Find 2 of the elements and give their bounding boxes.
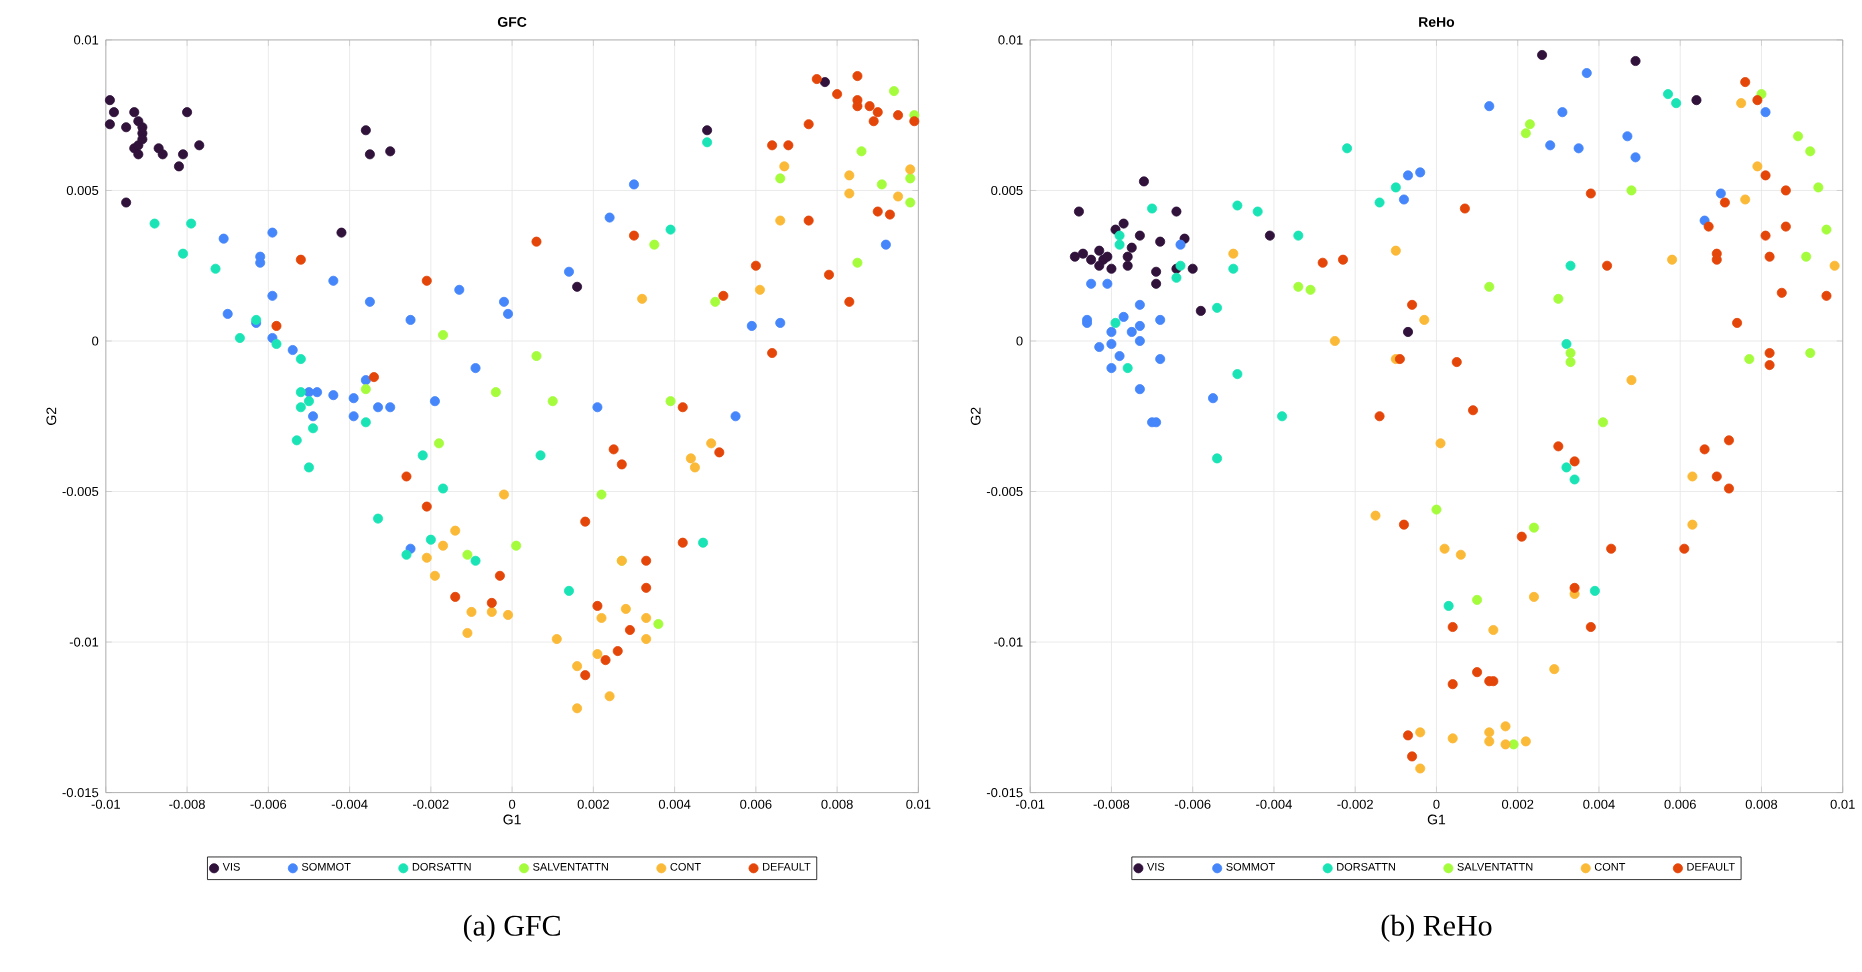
text: (b) ReHo: [1381, 914, 1492, 942]
text: (a) GFC: [463, 914, 560, 942]
